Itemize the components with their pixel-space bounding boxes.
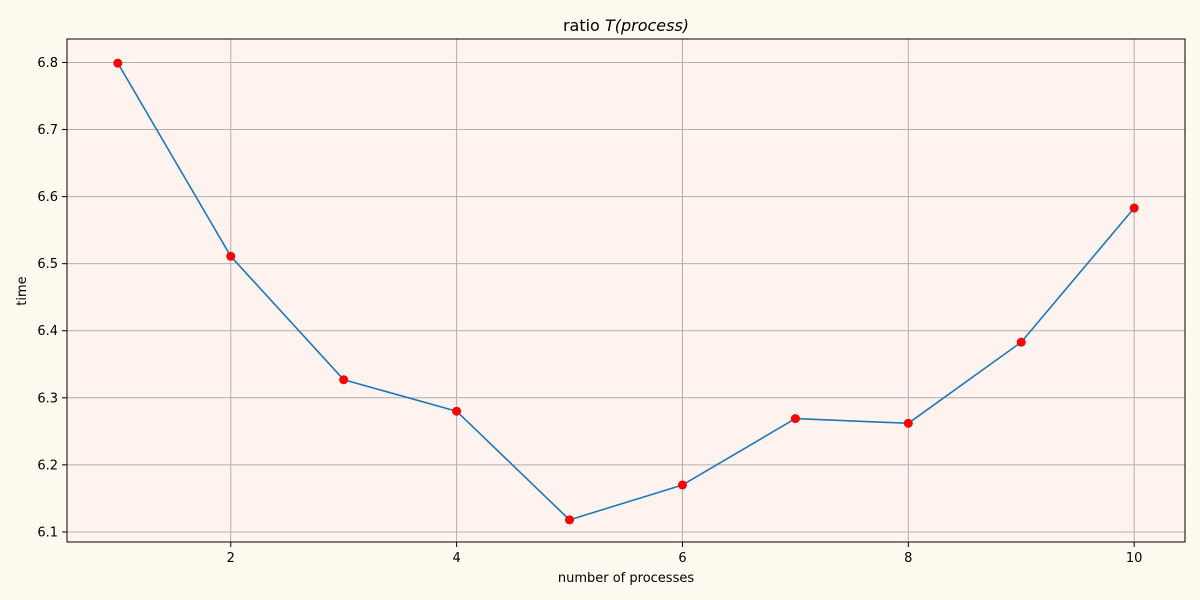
chart-title-prefix: ratio xyxy=(563,16,605,35)
data-point xyxy=(677,480,687,490)
x-tick-label: 8 xyxy=(904,551,912,566)
data-point xyxy=(452,406,462,416)
x-tick-label: 10 xyxy=(1126,551,1143,566)
grid-lines xyxy=(67,39,1185,542)
x-tick-label: 4 xyxy=(452,551,460,566)
data-point xyxy=(339,375,349,385)
plot-area xyxy=(67,39,1185,542)
x-tick-label: 2 xyxy=(227,551,235,566)
plot-frame xyxy=(66,38,1186,543)
data-point xyxy=(903,418,913,428)
y-tick-label: 6.1 xyxy=(37,525,58,540)
axis-ticks: 2 4 6 8 10 6.1 6.2 6.3 6.4 6.5 6.6 6.7 6.8 xyxy=(37,56,1142,566)
series-line-layer xyxy=(117,62,1135,521)
data-point xyxy=(1129,203,1139,213)
data-points xyxy=(113,58,1139,525)
y-tick-label: 6.4 xyxy=(37,324,58,339)
y-tick-label: 6.6 xyxy=(37,190,58,205)
data-point xyxy=(790,414,800,424)
chart-title: ratio T(process) xyxy=(563,16,689,35)
x-tick-label: 6 xyxy=(678,551,686,566)
data-point xyxy=(565,515,575,525)
y-tick-label: 6.3 xyxy=(37,391,58,406)
data-point xyxy=(113,58,123,68)
x-axis-label: number of processes xyxy=(558,571,694,586)
series-line xyxy=(117,62,1135,521)
y-tick-label: 6.7 xyxy=(37,123,58,138)
data-point xyxy=(1016,337,1026,347)
y-tick-label: 6.5 xyxy=(37,257,58,272)
data-point xyxy=(226,251,236,261)
y-axis-label: time xyxy=(15,276,30,305)
y-tick-label: 6.2 xyxy=(37,458,58,473)
chart-title-math: T(process) xyxy=(605,16,689,35)
y-tick-label: 6.8 xyxy=(37,56,58,71)
